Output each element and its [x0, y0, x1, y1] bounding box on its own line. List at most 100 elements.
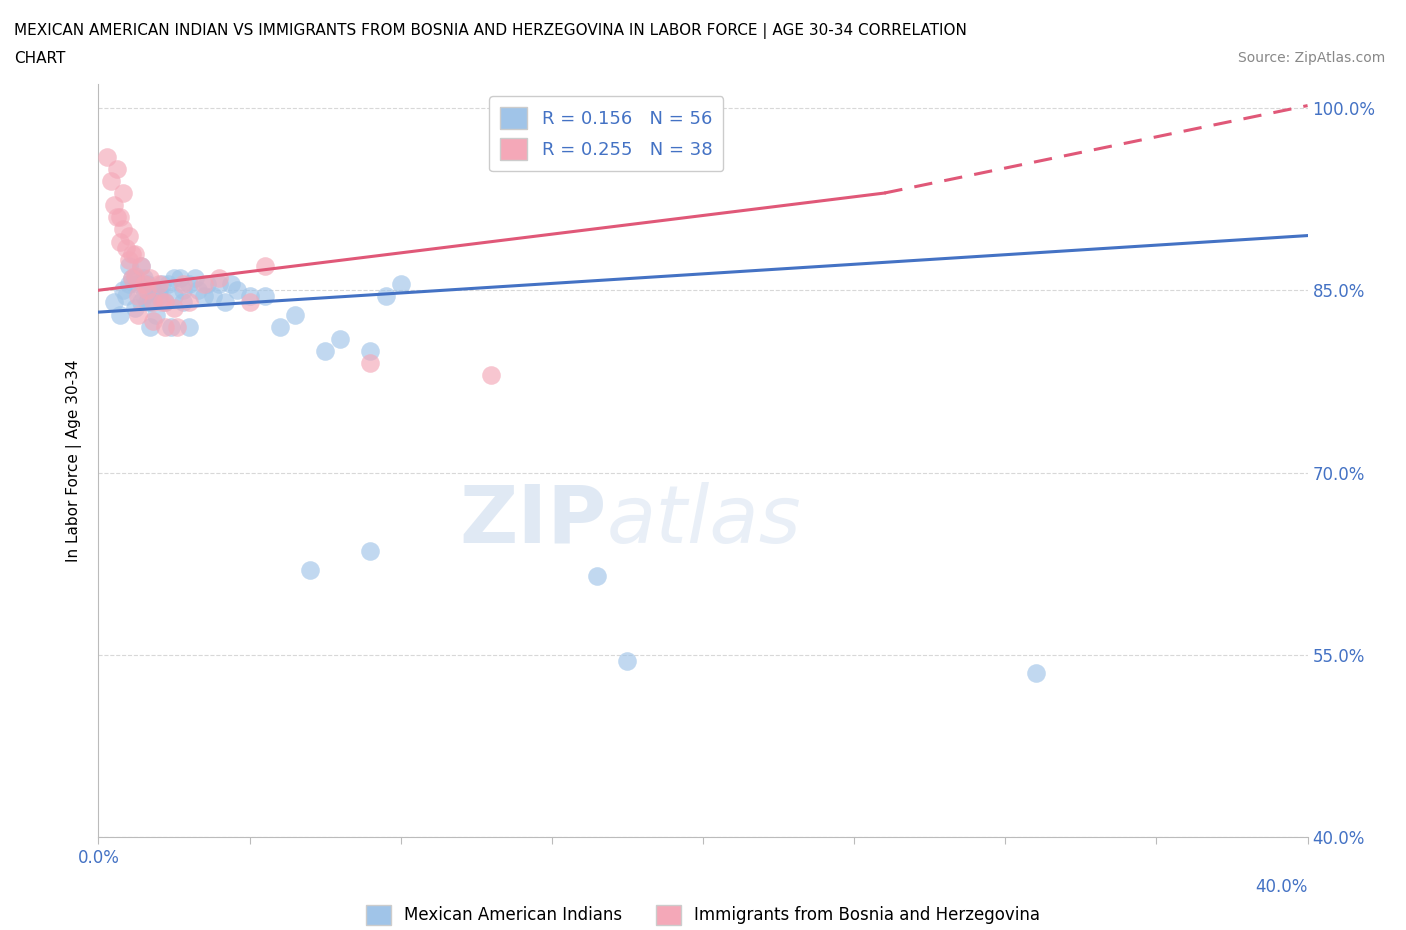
- Point: [103, 295, 125, 310]
- Point: [127, 277, 149, 292]
- Point: [329, 331, 352, 346]
- Point: [153, 295, 176, 310]
- Point: [166, 319, 188, 334]
- Point: [121, 271, 143, 286]
- Point: [253, 259, 276, 273]
- Point: [114, 289, 136, 304]
- Point: [179, 319, 201, 334]
- Text: MEXICAN AMERICAN INDIAN VS IMMIGRANTS FROM BOSNIA AND HERZEGOVINA IN LABOR FORCE: MEXICAN AMERICAN INDIAN VS IMMIGRANTS FR…: [14, 23, 967, 39]
- Point: [111, 283, 134, 298]
- Point: [124, 246, 146, 261]
- Point: [360, 355, 382, 370]
- Point: [114, 240, 136, 255]
- Point: [221, 277, 243, 292]
- Point: [314, 343, 336, 358]
- Point: [253, 289, 276, 304]
- Point: [121, 246, 143, 261]
- Point: [145, 307, 167, 322]
- Point: [239, 289, 262, 304]
- Point: [105, 161, 128, 176]
- Point: [389, 277, 412, 292]
- Point: [299, 563, 322, 578]
- Point: [118, 259, 141, 273]
- Point: [111, 186, 134, 201]
- Point: [214, 295, 236, 310]
- Point: [374, 289, 396, 304]
- Point: [208, 277, 231, 292]
- Point: [360, 343, 382, 358]
- Point: [239, 295, 262, 310]
- Point: [360, 544, 382, 559]
- Point: [172, 295, 194, 310]
- Point: [108, 210, 131, 225]
- Point: [153, 319, 176, 334]
- Point: [129, 295, 152, 310]
- Point: [172, 277, 194, 292]
- Legend: Mexican American Indians, Immigrants from Bosnia and Herzegovina: Mexican American Indians, Immigrants fro…: [360, 898, 1046, 930]
- Point: [124, 268, 146, 283]
- Point: [616, 654, 638, 669]
- Point: [187, 283, 209, 298]
- Point: [135, 283, 157, 298]
- Point: [108, 307, 131, 322]
- Point: [150, 277, 173, 292]
- Point: [169, 271, 191, 286]
- Point: [226, 283, 249, 298]
- Point: [100, 174, 122, 189]
- Point: [1024, 666, 1046, 681]
- Point: [160, 319, 183, 334]
- Point: [108, 234, 131, 249]
- Point: [481, 368, 503, 383]
- Point: [124, 271, 146, 286]
- Point: [179, 295, 201, 310]
- Text: Source: ZipAtlas.com: Source: ZipAtlas.com: [1237, 51, 1385, 65]
- Point: [96, 149, 118, 164]
- Point: [163, 271, 186, 286]
- Point: [179, 277, 201, 292]
- Point: [118, 228, 141, 243]
- Point: [142, 313, 165, 328]
- Point: [184, 271, 207, 286]
- Point: [148, 283, 170, 298]
- Point: [150, 295, 173, 310]
- Point: [195, 277, 218, 292]
- Point: [127, 289, 149, 304]
- Point: [139, 295, 162, 310]
- Point: [586, 568, 609, 583]
- Point: [121, 271, 143, 286]
- Point: [269, 319, 291, 334]
- Point: [127, 307, 149, 322]
- Text: 40.0%: 40.0%: [1256, 879, 1308, 897]
- Point: [156, 277, 179, 292]
- Y-axis label: In Labor Force | Age 30-34: In Labor Force | Age 30-34: [66, 359, 83, 562]
- Text: CHART: CHART: [14, 51, 66, 66]
- Point: [193, 277, 215, 292]
- Point: [163, 301, 186, 316]
- Point: [124, 301, 146, 316]
- Point: [129, 259, 152, 273]
- Point: [132, 271, 155, 286]
- Point: [132, 277, 155, 292]
- Point: [163, 289, 186, 304]
- Point: [193, 289, 215, 304]
- Text: ZIP: ZIP: [458, 482, 606, 560]
- Point: [284, 307, 307, 322]
- Point: [118, 252, 141, 267]
- Point: [142, 283, 165, 298]
- Text: atlas: atlas: [606, 482, 801, 560]
- Point: [105, 210, 128, 225]
- Point: [208, 271, 231, 286]
- Point: [135, 295, 157, 310]
- Point: [129, 259, 152, 273]
- Point: [142, 295, 165, 310]
- Point: [139, 271, 162, 286]
- Point: [172, 283, 194, 298]
- Point: [103, 198, 125, 213]
- Point: [118, 277, 141, 292]
- Point: [148, 289, 170, 304]
- Point: [111, 222, 134, 237]
- Point: [148, 277, 170, 292]
- Point: [132, 289, 155, 304]
- Point: [135, 277, 157, 292]
- Point: [139, 319, 162, 334]
